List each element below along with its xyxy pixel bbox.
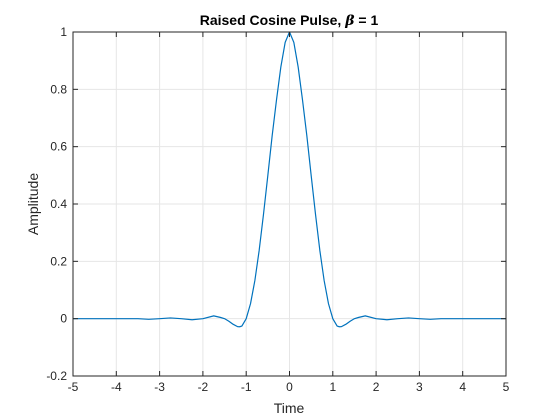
x-tick-label: 0 (286, 380, 293, 394)
y-tick-label: 0.8 (50, 82, 67, 96)
chart-title-suffix: = 1 (355, 12, 379, 28)
y-tick-label: 1 (60, 25, 67, 39)
x-tick-label: -3 (154, 380, 165, 394)
y-axis-label: Amplitude (25, 173, 41, 235)
x-tick-label: -5 (68, 380, 79, 394)
tick-labels: -5 -4 -3 -2 -1 0 1 2 3 4 5 -0.2 0 0.2 0.4 0.6 0.8 1 (46, 25, 509, 394)
x-tick-label: -1 (241, 380, 252, 394)
x-axis-label: Time (274, 400, 305, 416)
x-tick-label: -2 (198, 380, 209, 394)
y-tick-label: 0.6 (50, 140, 67, 154)
x-tick-label: 2 (373, 380, 380, 394)
chart-title-symbol: β (344, 13, 355, 29)
chart-title: Raised Cosine Pulse, β = 1 (200, 12, 379, 29)
x-tick-label: 3 (416, 380, 423, 394)
y-tick-label: 0.2 (50, 254, 67, 268)
x-tick-label: 1 (329, 380, 336, 394)
x-tick-label: -4 (111, 380, 122, 394)
x-tick-label: 5 (503, 380, 510, 394)
y-tick-label: 0.4 (50, 197, 67, 211)
x-tick-label: 4 (459, 380, 466, 394)
tick-marks (72, 31, 507, 377)
chart-title-prefix: Raised Cosine Pulse, (200, 12, 346, 28)
y-tick-label: -0.2 (46, 369, 67, 383)
y-tick-label: 0 (60, 312, 67, 326)
